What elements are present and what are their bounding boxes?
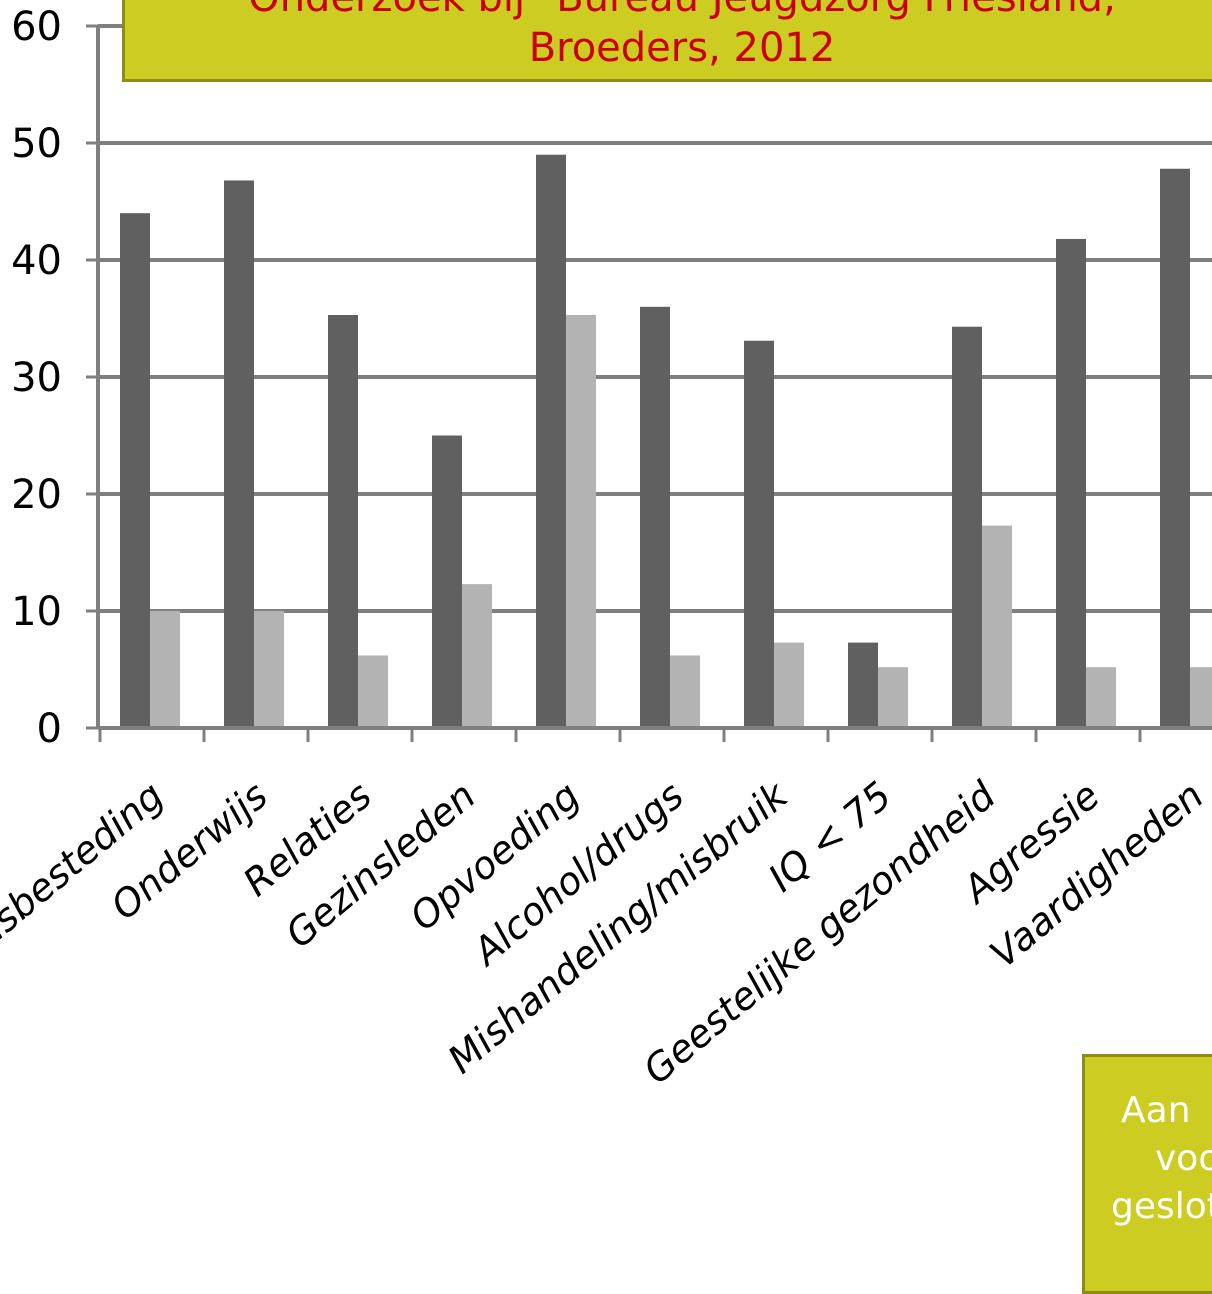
bar	[878, 667, 908, 728]
bar	[1190, 667, 1212, 728]
bar	[358, 655, 388, 728]
note-line-1: Aan	[1121, 1090, 1191, 1131]
bar	[1056, 238, 1086, 728]
bar	[1086, 667, 1116, 728]
bar	[224, 180, 254, 728]
bar	[120, 213, 150, 728]
note-box: Aan voo geslot	[1082, 1054, 1212, 1294]
y-tick-label: 30	[11, 355, 62, 401]
y-tick-label: 20	[11, 472, 62, 518]
note-line-3: geslot	[1111, 1186, 1212, 1227]
y-axis-ticks: 0 10 20 30 40 50 60	[11, 4, 98, 752]
bar	[150, 611, 180, 728]
y-tick-label: 10	[11, 589, 62, 635]
bar	[1160, 168, 1190, 729]
axes	[96, 26, 1212, 742]
bar	[848, 642, 878, 728]
chart-title-line-1: Onderzoek bij "Bureau Jeugdzorg Frieslan…	[125, 0, 1212, 23]
bar	[744, 340, 774, 728]
x-axis-labels: VrijetijdsbestedingOnderwijsRelatiesGezi…	[0, 772, 1212, 1093]
bars	[120, 154, 1212, 729]
y-tick-label: 0	[37, 706, 62, 752]
bar	[536, 154, 566, 728]
bar	[952, 326, 982, 728]
bar	[982, 525, 1012, 728]
bar	[566, 314, 596, 728]
bar	[774, 642, 804, 728]
bar	[670, 655, 700, 728]
y-tick-label: 50	[11, 121, 62, 167]
bar	[640, 306, 670, 728]
bar	[254, 611, 284, 728]
chart-title-box: Onderzoek bij "Bureau Jeugdzorg Frieslan…	[122, 0, 1212, 82]
bar	[432, 435, 462, 728]
bar	[462, 584, 492, 728]
y-tick-label: 60	[11, 4, 62, 50]
chart-title-line-2: Broeders, 2012	[528, 25, 836, 71]
y-tick-label: 40	[11, 238, 62, 284]
bar	[328, 314, 358, 728]
note-line-2: voo	[1155, 1138, 1212, 1179]
